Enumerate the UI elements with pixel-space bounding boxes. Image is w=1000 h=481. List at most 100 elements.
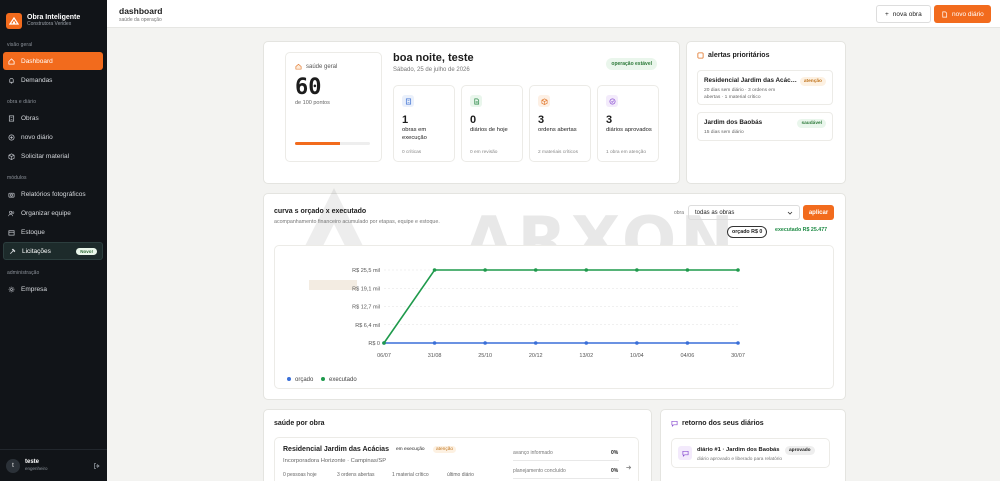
alerts-title: alertas prioritários bbox=[697, 52, 769, 59]
alert-item[interactable]: Jardim dos Baobás saudável 15 dias sem d… bbox=[697, 112, 833, 141]
obra-select-value: todas as obras bbox=[695, 209, 735, 216]
new-badge: Novo! bbox=[76, 247, 97, 255]
alerts-card: alertas prioritários Residencial Jardim … bbox=[686, 41, 846, 184]
obra-name: Residencial Jardim das Acácias bbox=[283, 446, 389, 453]
new-diario-button[interactable]: novo diário bbox=[934, 5, 991, 23]
retorno-item[interactable]: diário #1 · Jardim dos Baobás aprovado d… bbox=[671, 438, 830, 468]
obra-alert-tag: atenção bbox=[433, 446, 457, 453]
brand[interactable]: Obra Inteligente Construtora Veridex bbox=[0, 0, 107, 32]
alert-badge: atenção bbox=[799, 77, 826, 86]
sidebar-item-label: Dashboard bbox=[21, 57, 53, 65]
stat-icon-wrap bbox=[470, 95, 482, 107]
sidebar-item-demandas[interactable]: Demandas bbox=[3, 71, 103, 89]
sidebar-item-novo-diario[interactable]: novo diário bbox=[3, 128, 103, 146]
obra-company: Incorporadora Horizonte · Campinas/SP bbox=[283, 458, 387, 464]
sidebar-item-obras[interactable]: Obras bbox=[3, 109, 103, 127]
gear-icon bbox=[8, 286, 15, 292]
health-progress-bar bbox=[295, 142, 370, 145]
alert-item[interactable]: Residencial Jardim das Acác… atenção 20 … bbox=[697, 70, 833, 105]
y-tick-label: R$ 19,1 mil bbox=[352, 286, 380, 292]
apply-button[interactable]: aplicar bbox=[803, 205, 834, 220]
box-icon bbox=[8, 229, 15, 235]
stat-label: diários de hoje bbox=[470, 127, 508, 133]
sidebar-item-label: Solicitar material bbox=[21, 152, 70, 160]
package-icon bbox=[541, 98, 547, 105]
sidebar-item-label: Demandas bbox=[21, 76, 53, 84]
page-title: dashboard bbox=[119, 6, 163, 16]
stat-number: 3 bbox=[606, 114, 613, 126]
data-point-executado bbox=[382, 341, 386, 345]
building-icon bbox=[8, 115, 15, 121]
sidebar-item-relatorios[interactable]: Relatórios fotográficos bbox=[3, 185, 103, 203]
building-icon bbox=[405, 98, 411, 104]
sidebar-item-estoque[interactable]: Estoque bbox=[3, 223, 103, 241]
sidebar-item-solicitar-material[interactable]: Solicitar material bbox=[3, 147, 103, 165]
sidebar-item-empresa[interactable]: Empresa bbox=[3, 280, 103, 298]
health-progress-fill bbox=[295, 142, 340, 145]
retorno-item-name: diário #1 · Jardim dos Baobás bbox=[697, 447, 780, 453]
y-tick-label: R$ 25,5 mil bbox=[352, 268, 380, 274]
data-point-orçado bbox=[736, 341, 740, 345]
filter-label: obra bbox=[674, 210, 685, 216]
data-point-orçado bbox=[584, 341, 589, 345]
bell-icon bbox=[9, 77, 14, 83]
sidebar-item-licitacoes[interactable]: Licitações Novo! bbox=[3, 242, 103, 260]
data-point-executado bbox=[432, 268, 437, 272]
sidebar-item-label: Organizar equipe bbox=[21, 209, 71, 217]
series-line-executado bbox=[383, 269, 738, 344]
progress-label-planejamento: planejamento concluído bbox=[513, 468, 566, 474]
health-title: saúde geral bbox=[295, 63, 337, 70]
data-point-orçado bbox=[483, 341, 487, 345]
progress-value-avanco: 0% bbox=[611, 450, 619, 456]
alert-desc: 20 dias sem diário · 3 ordens em abertas… bbox=[704, 88, 776, 100]
new-obra-button[interactable]: + nova obra bbox=[876, 5, 931, 23]
nav-section-modulos: módulos bbox=[7, 175, 27, 181]
plus-icon: + bbox=[885, 10, 889, 18]
stat-number: 0 bbox=[470, 114, 477, 126]
logout-icon[interactable] bbox=[93, 462, 101, 470]
plus-circle-icon bbox=[8, 134, 15, 140]
x-tick-label: 10/04 bbox=[630, 353, 644, 359]
arrow-right-icon[interactable] bbox=[625, 464, 632, 471]
user-profile[interactable]: t teste engenheiro bbox=[0, 449, 107, 481]
x-tick-label: 20/12 bbox=[529, 353, 543, 359]
stat-number: 1 bbox=[402, 114, 409, 126]
chevron-down-icon bbox=[787, 211, 793, 215]
alerts-title-text: alertas prioritários bbox=[708, 52, 770, 59]
data-point-orçado bbox=[533, 341, 538, 345]
stat-icon-wrap bbox=[606, 95, 618, 107]
s-curve-chart: R$ 0 R$ 6,4 mil R$ 12,7 mil R$ 19,1 mil R$ 2… bbox=[287, 268, 745, 383]
page-subtitle: saúde da operação bbox=[119, 17, 162, 23]
new-obra-label: nova obra bbox=[892, 10, 922, 18]
retorno-item-desc: diário aprovado e liberado para relatóri… bbox=[697, 457, 783, 462]
brand-subtitle: Construtora Veridex bbox=[27, 20, 72, 27]
retorno-item-badge: aprovado bbox=[785, 446, 815, 455]
sidebar-item-label: Estoque bbox=[21, 228, 45, 236]
stat-label: ordens abertas bbox=[538, 127, 577, 133]
user-name: teste bbox=[25, 459, 40, 466]
obra-row[interactable]: Residencial Jardim das Acácias em execuç… bbox=[274, 437, 639, 481]
obra-select[interactable]: todas as obras bbox=[688, 205, 800, 220]
data-point-executado bbox=[635, 268, 639, 272]
stat-card[interactable]: 1 obras em execução 0 críticas bbox=[393, 85, 455, 162]
stat-foot: 0 críticas bbox=[402, 150, 422, 155]
curve-card: ARXON curva s orçado x executado acompan… bbox=[263, 188, 846, 400]
chart-container: R$ 0 R$ 6,4 mil R$ 12,7 mil R$ 19,1 mil R$ 2… bbox=[274, 245, 834, 389]
data-point-executado bbox=[533, 268, 538, 272]
health-card: saúde geral 60 de 100 pontos bbox=[285, 52, 382, 162]
stat-card[interactable]: 3 diários aprovados 1 obra em atenção bbox=[597, 85, 659, 162]
sidebar-item-label: novo diário bbox=[21, 133, 53, 141]
health-score: 60 bbox=[295, 75, 322, 100]
nav-section-visao-geral: visão geral bbox=[7, 42, 33, 48]
data-point-executado bbox=[584, 268, 589, 272]
greeting: boa noite, teste bbox=[393, 52, 474, 64]
sidebar-item-organizar-equipe[interactable]: Organizar equipe bbox=[3, 204, 103, 222]
x-tick-label: 31/08 bbox=[428, 353, 442, 359]
stat-card[interactable]: 3 ordens abertas 2 materiais críticos bbox=[529, 85, 591, 162]
health-sub: de 100 pontos bbox=[295, 100, 330, 106]
sidebar-item-dashboard[interactable]: Dashboard bbox=[3, 52, 103, 70]
stat-foot: 1 obra em atenção bbox=[606, 150, 647, 155]
obra-stat-ordens: 3 ordens abertas bbox=[337, 472, 375, 478]
stat-card[interactable]: 0 diários de hoje 0 em revisão bbox=[461, 85, 523, 162]
greeting-date: Sábado, 25 de julho de 2026 bbox=[393, 67, 470, 73]
